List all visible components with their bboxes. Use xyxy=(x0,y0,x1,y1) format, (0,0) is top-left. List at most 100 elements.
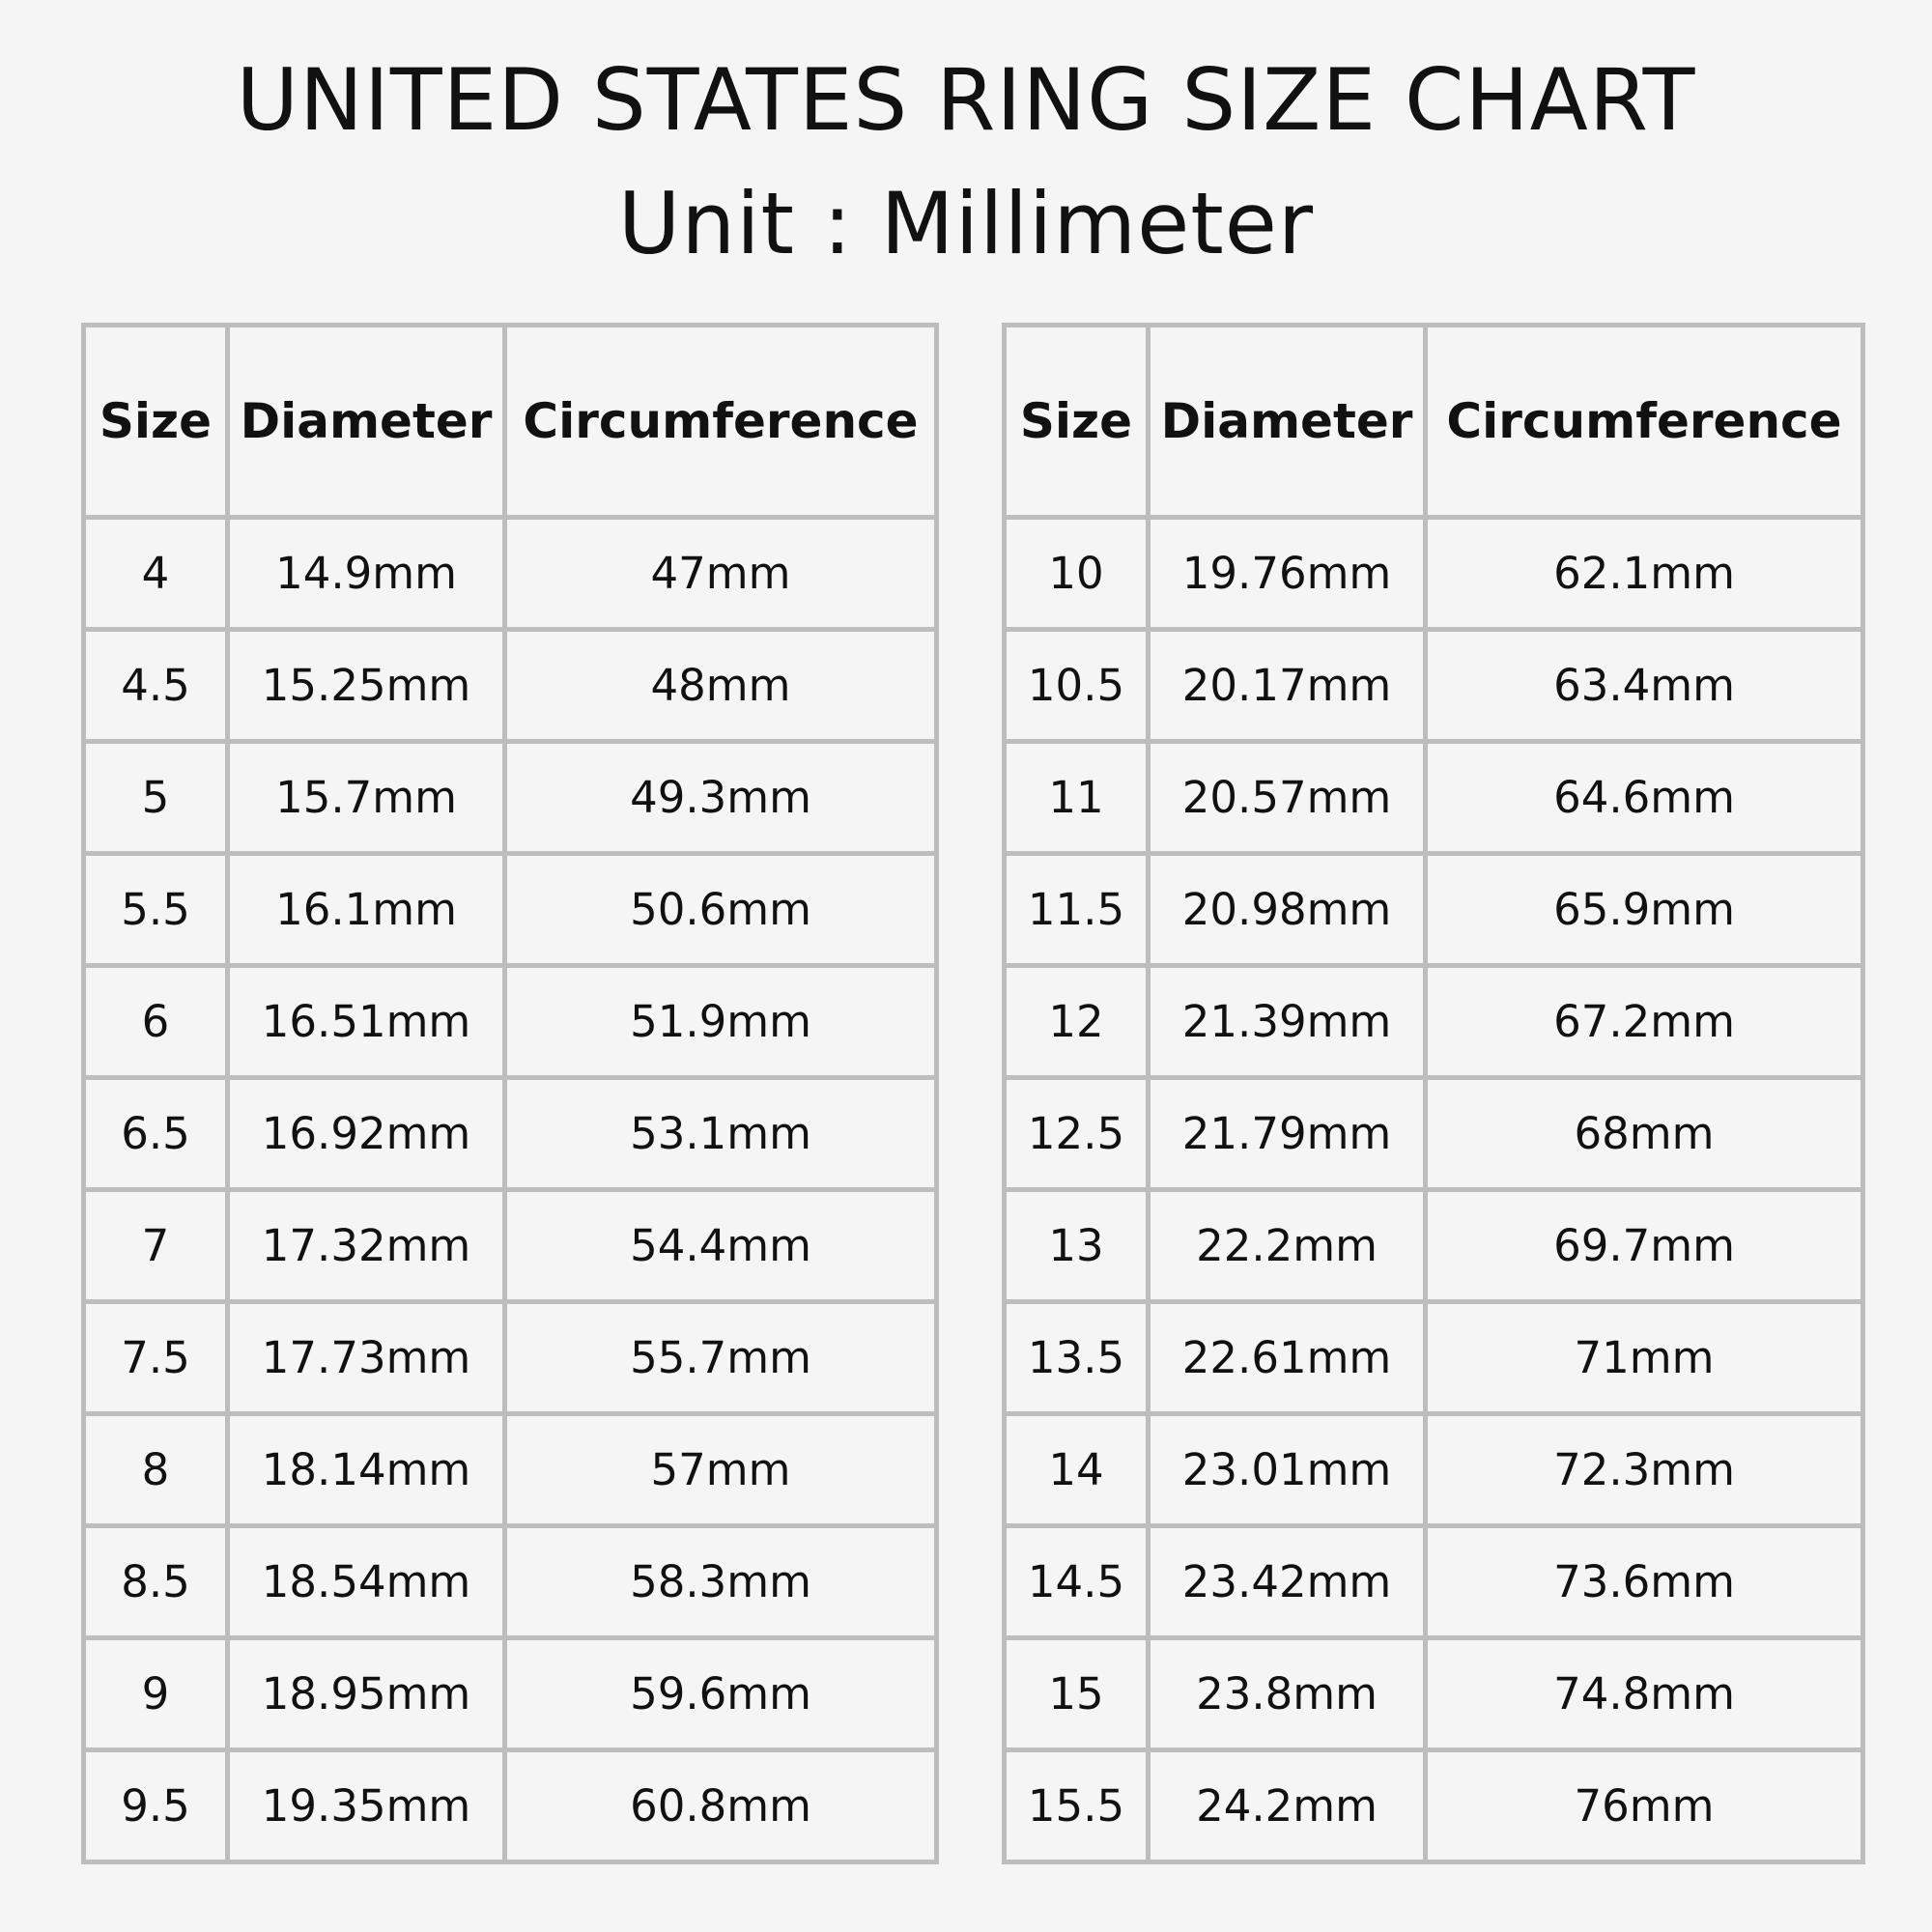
table-row: 9.5 19.35mm 60.8mm xyxy=(81,1747,939,1864)
size-cell: 14.5 xyxy=(1002,1523,1151,1640)
size-cell: 5.5 xyxy=(81,851,230,968)
size-cell: 6.5 xyxy=(81,1075,230,1192)
table-row: 6.5 16.92mm 53.1mm xyxy=(81,1075,939,1192)
table-row: 8 18.14mm 57mm xyxy=(81,1411,939,1528)
diameter-cell: 15.25mm xyxy=(225,627,507,744)
size-cell: 4 xyxy=(81,515,230,632)
diameter-cell: 23.01mm xyxy=(1146,1411,1428,1528)
column-header-diameter: Diameter xyxy=(225,323,507,520)
size-cell: 8.5 xyxy=(81,1523,230,1640)
table-row: 15.5 24.2mm 76mm xyxy=(1002,1747,1865,1864)
circumference-cell: 72.3mm xyxy=(1423,1411,1865,1528)
circumference-cell: 57mm xyxy=(502,1411,939,1528)
column-header-circumference: Circumference xyxy=(1423,323,1865,520)
column-header-size: Size xyxy=(81,323,230,520)
diameter-cell: 15.7mm xyxy=(225,739,507,856)
circumference-cell: 64.6mm xyxy=(1423,739,1865,856)
diameter-cell: 14.9mm xyxy=(225,515,507,632)
diameter-cell: 19.76mm xyxy=(1146,515,1428,632)
diameter-cell: 17.32mm xyxy=(225,1187,507,1304)
diameter-cell: 18.54mm xyxy=(225,1523,507,1640)
circumference-cell: 54.4mm xyxy=(502,1187,939,1304)
diameter-cell: 16.51mm xyxy=(225,963,507,1080)
size-cell: 10.5 xyxy=(1002,627,1151,744)
size-cell: 12 xyxy=(1002,963,1151,1080)
table-row: 12 21.39mm 67.2mm xyxy=(1002,963,1865,1080)
column-header-circumference: Circumference xyxy=(502,323,939,520)
header-row: Size Diameter Circumference xyxy=(1002,323,1865,520)
table-row: 7.5 17.73mm 55.7mm xyxy=(81,1299,939,1416)
circumference-cell: 53.1mm xyxy=(502,1075,939,1192)
diameter-cell: 16.1mm xyxy=(225,851,507,968)
table-row: 11 20.57mm 64.6mm xyxy=(1002,739,1865,856)
circumference-cell: 50.6mm xyxy=(502,851,939,968)
circumference-cell: 69.7mm xyxy=(1423,1187,1865,1304)
size-cell: 6 xyxy=(81,963,230,1080)
circumference-cell: 76mm xyxy=(1423,1747,1865,1864)
diameter-cell: 16.92mm xyxy=(225,1075,507,1192)
circumference-cell: 68mm xyxy=(1423,1075,1865,1192)
diameter-cell: 18.95mm xyxy=(225,1635,507,1752)
table-row: 12.5 21.79mm 68mm xyxy=(1002,1075,1865,1192)
size-cell: 15.5 xyxy=(1002,1747,1151,1864)
size-cell: 11.5 xyxy=(1002,851,1151,968)
circumference-cell: 60.8mm xyxy=(502,1747,939,1864)
size-cell: 11 xyxy=(1002,739,1151,856)
table-row: 10.5 20.17mm 63.4mm xyxy=(1002,627,1865,744)
page-title: UNITED STATES RING SIZE CHART xyxy=(236,50,1696,150)
size-cell: 7.5 xyxy=(81,1299,230,1416)
table-row: 14.5 23.42mm 73.6mm xyxy=(1002,1523,1865,1640)
table-row: 7 17.32mm 54.4mm xyxy=(81,1187,939,1304)
diameter-cell: 20.98mm xyxy=(1146,851,1428,968)
circumference-cell: 55.7mm xyxy=(502,1299,939,1416)
circumference-cell: 48mm xyxy=(502,627,939,744)
diameter-cell: 22.2mm xyxy=(1146,1187,1428,1304)
table-row: 4.5 15.25mm 48mm xyxy=(81,627,939,744)
size-cell: 15 xyxy=(1002,1635,1151,1752)
table-row: 6 16.51mm 51.9mm xyxy=(81,963,939,1080)
diameter-cell: 21.79mm xyxy=(1146,1075,1428,1192)
circumference-cell: 47mm xyxy=(502,515,939,632)
ring-size-table-left: Size Diameter Circumference 4 14.9mm 47mm 4.5 1… xyxy=(81,323,939,1864)
header-row: Size Diameter Circumference xyxy=(81,323,939,520)
diameter-cell: 23.8mm xyxy=(1146,1635,1428,1752)
diameter-cell: 19.35mm xyxy=(225,1747,507,1864)
circumference-cell: 58.3mm xyxy=(502,1523,939,1640)
size-cell: 9.5 xyxy=(81,1747,230,1864)
circumference-cell: 67.2mm xyxy=(1423,963,1865,1080)
size-cell: 10 xyxy=(1002,515,1151,632)
size-cell: 13.5 xyxy=(1002,1299,1151,1416)
table-row: 5.5 16.1mm 50.6mm xyxy=(81,851,939,968)
size-cell: 13 xyxy=(1002,1187,1151,1304)
diameter-cell: 22.61mm xyxy=(1146,1299,1428,1416)
diameter-cell: 21.39mm xyxy=(1146,963,1428,1080)
circumference-cell: 63.4mm xyxy=(1423,627,1865,744)
table-row: 9 18.95mm 59.6mm xyxy=(81,1635,939,1752)
circumference-cell: 62.1mm xyxy=(1423,515,1865,632)
circumference-cell: 71mm xyxy=(1423,1299,1865,1416)
table-row: 13.5 22.61mm 71mm xyxy=(1002,1299,1865,1416)
size-cell: 12.5 xyxy=(1002,1075,1151,1192)
table-row: 13 22.2mm 69.7mm xyxy=(1002,1187,1865,1304)
table-row: 5 15.7mm 49.3mm xyxy=(81,739,939,856)
diameter-cell: 24.2mm xyxy=(1146,1747,1428,1864)
page-subtitle: Unit : Millimeter xyxy=(617,174,1315,273)
circumference-cell: 65.9mm xyxy=(1423,851,1865,968)
table-row: 4 14.9mm 47mm xyxy=(81,515,939,632)
diameter-cell: 17.73mm xyxy=(225,1299,507,1416)
table-row: 15 23.8mm 74.8mm xyxy=(1002,1635,1865,1752)
diameter-cell: 20.57mm xyxy=(1146,739,1428,856)
table-row: 10 19.76mm 62.1mm xyxy=(1002,515,1865,632)
size-cell: 7 xyxy=(81,1187,230,1304)
size-cell: 14 xyxy=(1002,1411,1151,1528)
table-row: 14 23.01mm 72.3mm xyxy=(1002,1411,1865,1528)
column-header-diameter: Diameter xyxy=(1146,323,1428,520)
table-row: 8.5 18.54mm 58.3mm xyxy=(81,1523,939,1640)
table-row: 11.5 20.98mm 65.9mm xyxy=(1002,851,1865,968)
size-cell: 5 xyxy=(81,739,230,856)
diameter-cell: 20.17mm xyxy=(1146,627,1428,744)
circumference-cell: 74.8mm xyxy=(1423,1635,1865,1752)
size-cell: 8 xyxy=(81,1411,230,1528)
circumference-cell: 73.6mm xyxy=(1423,1523,1865,1640)
size-cell: 9 xyxy=(81,1635,230,1752)
